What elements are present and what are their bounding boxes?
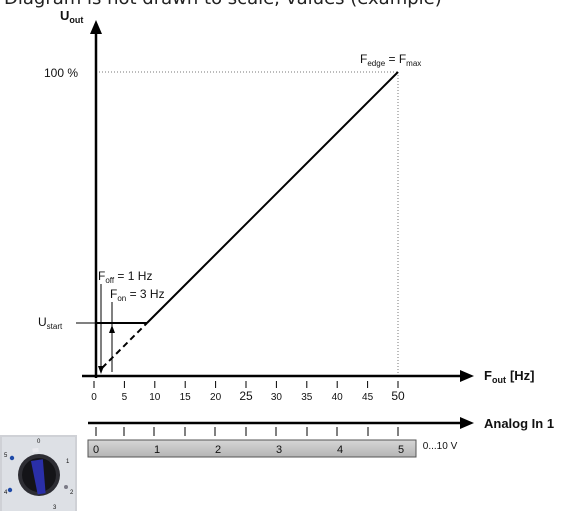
ramp-extension-dashed — [101, 322, 148, 369]
dial-scale-bar — [87, 439, 417, 458]
knob-indicator — [32, 447, 39, 453]
analog-unit-label: 0...10 V — [423, 441, 458, 452]
freq-tick-label: 20 — [210, 392, 222, 403]
freq-tick-label: 0 — [91, 392, 97, 403]
knob-mark-2: 2 — [70, 490, 74, 496]
freq-tick-label: 35 — [301, 392, 313, 403]
foff-arrow — [98, 366, 104, 374]
dial-scale-numbers: 0 1 2 3 4 5 — [93, 444, 404, 456]
freq-tick-label: 15 — [180, 392, 192, 403]
label-foff: Foff = 1 Hz — [98, 269, 152, 285]
dial-scale-number: 2 — [215, 444, 221, 456]
freq-tick-label: 5 — [122, 392, 128, 403]
analog-axis-arrow — [460, 417, 474, 429]
top-caption: Diagram is not drawn to scale; values (e… — [4, 0, 442, 9]
knob-dot-5 — [9, 455, 15, 461]
knob-mark-5: 5 — [4, 453, 8, 459]
freq-tick-label: 50 — [391, 389, 405, 403]
potentiometer-knob: 0 1 2 3 4 5 — [0, 435, 77, 511]
knob-dot-4 — [7, 487, 13, 493]
ramp-line — [146, 71, 399, 324]
dial-scale-number: 0 — [93, 444, 99, 456]
freq-tick-label: 10 — [149, 392, 161, 403]
analog-axis-title: Analog In 1 — [484, 416, 554, 431]
fon-arrow — [109, 325, 115, 333]
knob-mark-0: 0 — [37, 439, 41, 445]
y-axis-title: Uout — [60, 8, 83, 25]
knob-mark-1: 1 — [66, 459, 70, 465]
knob-mark-4: 4 — [4, 490, 8, 496]
label-100-percent: 100 % — [44, 66, 78, 80]
freq-tick-label: 30 — [271, 392, 283, 403]
top-caption-strip: Diagram is not drawn to scale; values (e… — [0, 0, 565, 22]
label-ustart: Ustart — [38, 315, 63, 331]
freq-tick-label: 25 — [239, 389, 253, 403]
x-axis-title: Fout [Hz] — [484, 368, 535, 385]
knob-mark-3: 3 — [53, 505, 57, 511]
knob-dot-2 — [64, 485, 68, 489]
y-axis-arrow — [90, 20, 102, 34]
dial-scale-number: 5 — [398, 444, 404, 456]
knob-pointer — [30, 459, 46, 495]
frequency-ticks: 0 5 10 15 20 25 30 35 40 45 50 — [91, 381, 405, 403]
label-fedge: Fedge = Fmax — [360, 52, 421, 68]
freq-tick-label: 40 — [332, 392, 344, 403]
x-axis-arrow — [460, 370, 474, 382]
dial-scale-number: 4 — [337, 444, 343, 456]
dial-scale-number: 3 — [276, 444, 282, 456]
freq-tick-label: 45 — [362, 392, 374, 403]
dial-scale-number: 1 — [154, 444, 160, 456]
label-fon: Fon = 3 Hz — [110, 287, 165, 303]
